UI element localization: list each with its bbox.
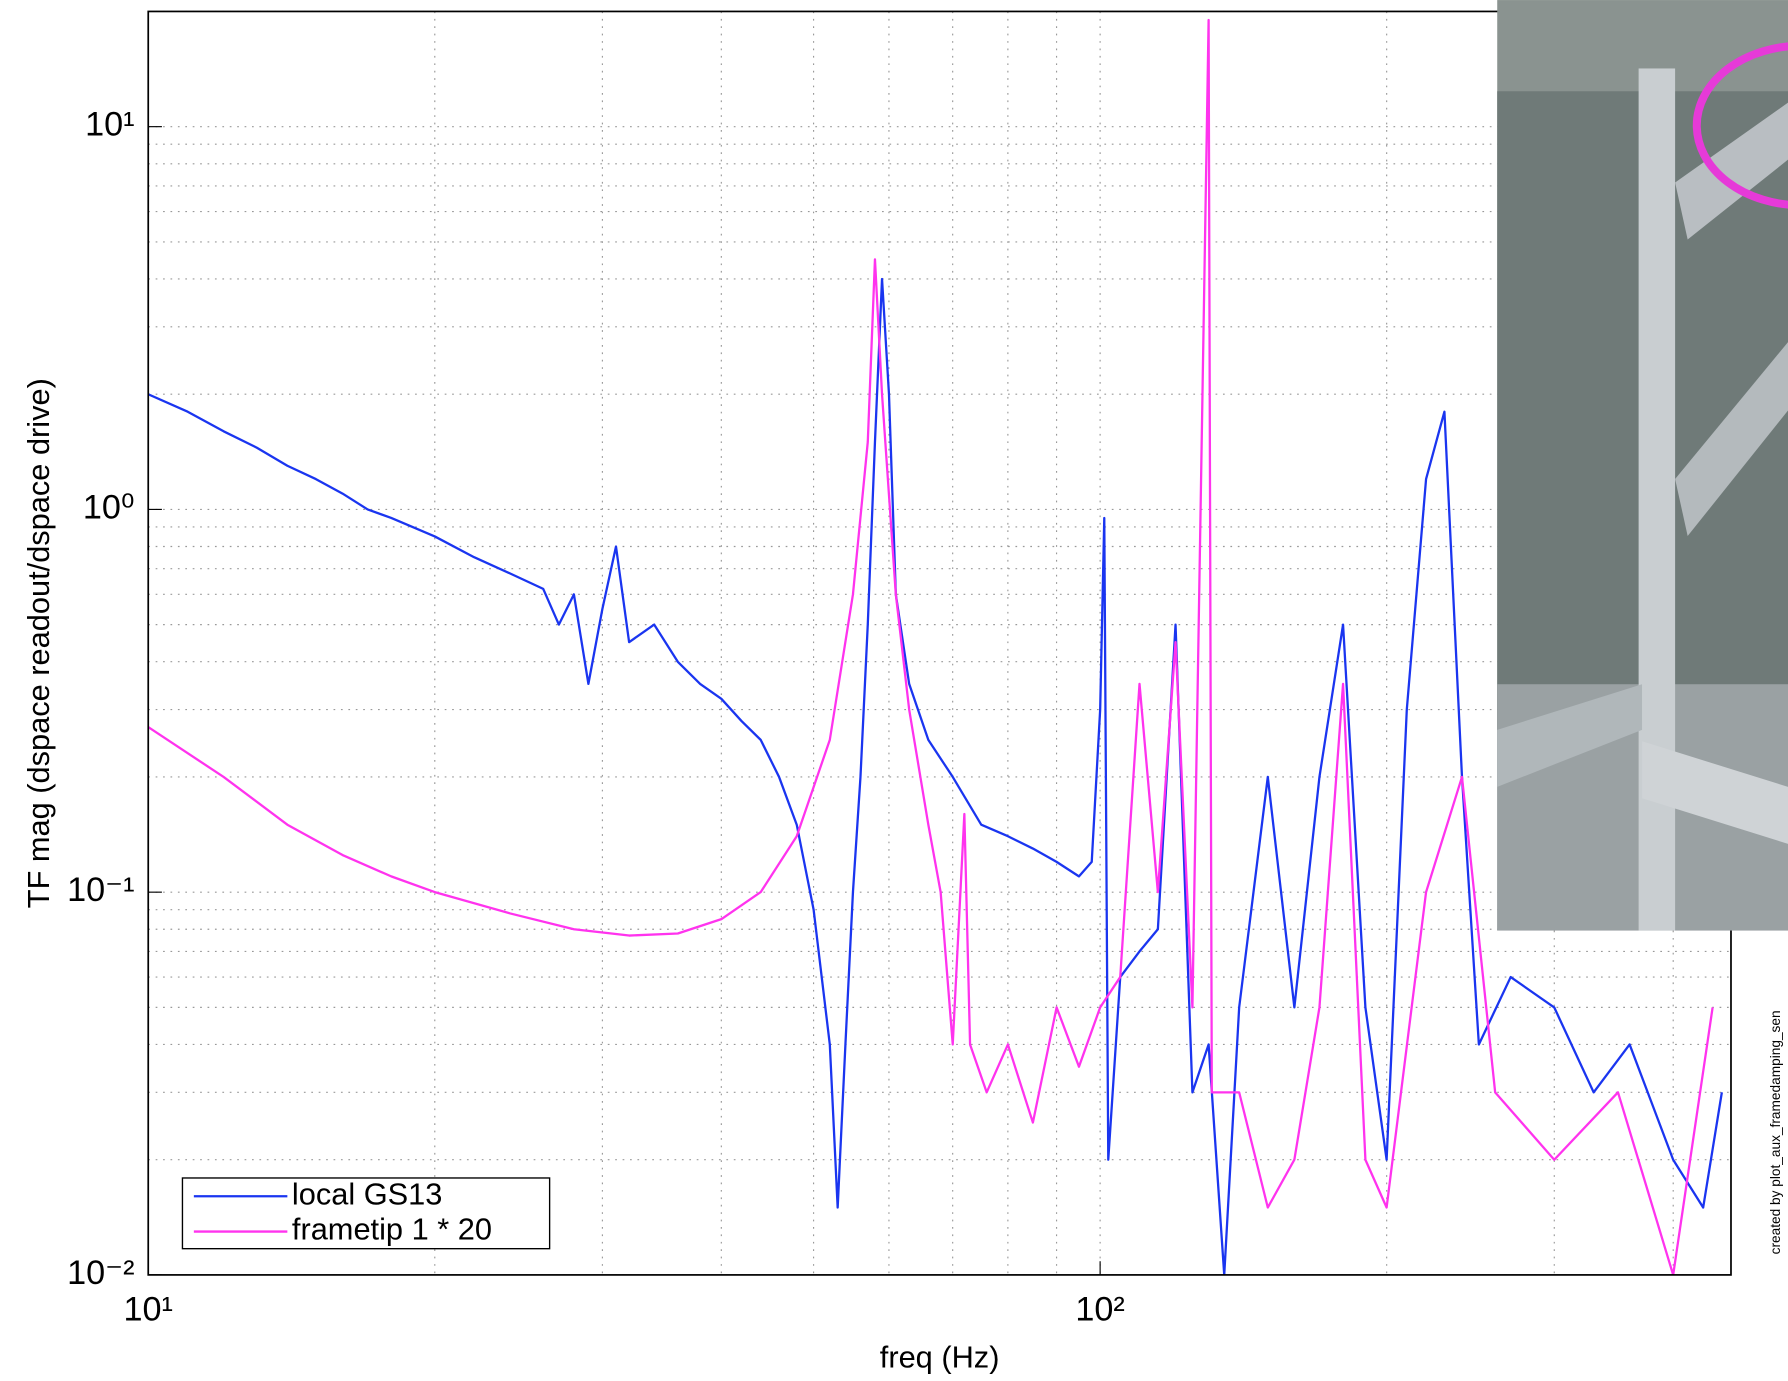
photo-rail	[1497, 684, 1643, 787]
x-tick-label: 10¹	[124, 1290, 173, 1328]
highlight-ellipse	[1692, 42, 1788, 209]
x-axis-label: freq (Hz)	[880, 1339, 1000, 1374]
plot-lines	[148, 18, 1723, 1275]
photo-frame-brace	[1675, 342, 1788, 536]
legend-label: local GS13	[292, 1176, 443, 1211]
y-tick-label: 10⁰	[83, 488, 135, 526]
side-note: created by plot_aux_framedamping_sen	[1768, 1010, 1783, 1254]
y-tick-label: 10⁻²	[67, 1254, 134, 1292]
labels: 10¹ 10² 10⁻² 10⁻¹ 10⁰ 10¹	[67, 106, 1125, 1329]
legend-box	[181, 1177, 551, 1250]
legend-label: frametip 1 * 20	[292, 1212, 492, 1247]
y-tick-label: 10⁻¹	[67, 871, 134, 909]
photo-inset	[1497, 0, 1788, 931]
x-tick-label: 10²	[1075, 1290, 1124, 1328]
y-tick-label: 10¹	[85, 106, 134, 144]
photo-frame-brace	[1675, 102, 1788, 240]
series-line	[148, 277, 1723, 1275]
photo-frame-brace	[1642, 741, 1788, 844]
series-line	[148, 18, 1714, 1275]
y-axis-label: TF mag (dspace readout/dspace drive)	[21, 378, 56, 908]
